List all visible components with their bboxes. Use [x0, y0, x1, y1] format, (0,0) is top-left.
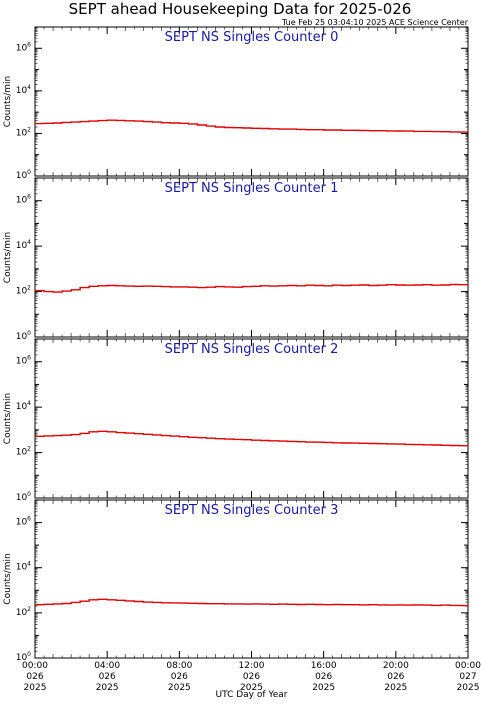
x-tick-label: 026 [243, 672, 260, 682]
plot-frame [34, 499, 469, 659]
y-tick-label: 102 [16, 285, 31, 297]
x-tick-label: 026 [315, 672, 332, 682]
y-tick-label: 106 [16, 355, 31, 367]
y-tick-label: 104 [16, 84, 31, 96]
panel-title: SEPT NS Singles Counter 1 [165, 181, 339, 196]
y-axis-label: Counts/min [3, 553, 13, 604]
panel-title: SEPT NS Singles Counter 3 [165, 503, 339, 518]
y-tick-label: 106 [16, 194, 31, 206]
x-tick-label: 2025 [312, 683, 335, 693]
x-tick-label: 026 [171, 672, 188, 682]
panel-3: 100 102 104 106 Counts/min SEPT NS Singles Co… [3, 499, 469, 663]
data-series-line [35, 119, 469, 133]
x-tick-label: 2025 [96, 683, 119, 693]
x-tick-label: 12:00 [239, 661, 265, 671]
x-tick-label: 2025 [457, 683, 480, 693]
data-series-line [35, 430, 469, 447]
y-tick-label: 100 [16, 651, 31, 663]
plot-frame [34, 26, 469, 177]
y-tick-label: 106 [16, 41, 31, 53]
x-tick-label: 04:00 [94, 661, 120, 671]
x-tick-label: 00:00 [455, 661, 481, 671]
x-tick-label: 2025 [168, 683, 191, 693]
x-tick-label: 2025 [24, 683, 47, 693]
y-tick-label: 102 [16, 606, 31, 618]
timestamp-text: Tue Feb 25 03:04:10 2025 ACE Science Cen… [281, 18, 469, 27]
x-tick-label: 026 [99, 672, 116, 682]
y-axis-label: Counts/min [3, 232, 13, 283]
y-tick-label: 100 [16, 330, 31, 342]
y-tick-label: 104 [16, 400, 31, 412]
panel-2: 100 102 104 106 Counts/min SEPT NS Singles Co… [3, 338, 469, 503]
panel-title: SEPT NS Singles Counter 2 [165, 342, 339, 357]
chart-title: SEPT ahead Housekeeping Data for 2025-02… [69, 0, 412, 18]
panel-title: SEPT NS Singles Counter 0 [165, 30, 339, 45]
y-tick-label: 104 [16, 239, 31, 251]
y-tick-label: 100 [16, 491, 31, 503]
x-tick-label: 2025 [384, 683, 407, 693]
y-tick-label: 104 [16, 561, 31, 573]
x-tick-label: 16:00 [311, 661, 337, 671]
x-axis-label: UTC Day of Year [216, 690, 288, 700]
x-tick-label: 2025 [240, 683, 263, 693]
y-tick-label: 100 [16, 169, 31, 181]
y-axis-label: Counts/min [3, 393, 13, 444]
panel-0: 100 102 104 106 Counts/min SEPT NS Singles Co… [3, 26, 469, 181]
y-axis-label: Counts/min [3, 76, 13, 127]
x-tick-label: 08:00 [166, 661, 192, 671]
x-tick-label: 00:00 [22, 661, 48, 671]
plot-frame [34, 338, 469, 499]
y-tick-label: 102 [16, 126, 31, 138]
panel-1: 100 102 104 106 Counts/min SEPT NS Singles Co… [3, 177, 469, 342]
y-tick-label: 106 [16, 516, 31, 528]
y-tick-label: 102 [16, 446, 31, 458]
plot-frame [34, 177, 469, 338]
data-series-line [35, 598, 468, 607]
x-tick-label: 027 [459, 672, 476, 682]
x-tick-label: 026 [26, 672, 43, 682]
x-tick-label: 026 [387, 672, 404, 682]
data-series-line [35, 283, 469, 293]
x-tick-label: 20:00 [383, 661, 409, 671]
